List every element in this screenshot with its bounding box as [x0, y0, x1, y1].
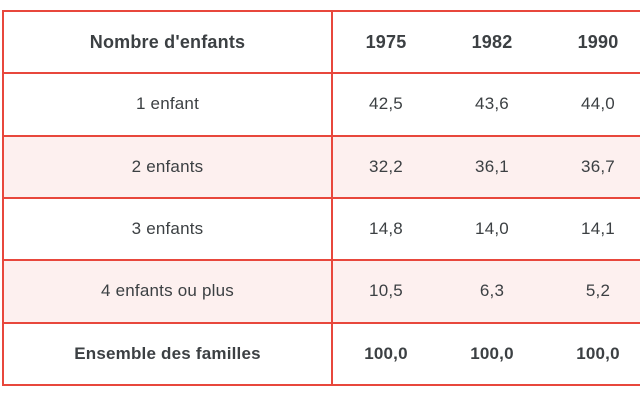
table-row-4-enfants-ou-plus: 4 enfants ou plus 10,5 6,3 5,2 — [4, 261, 640, 324]
table-row-1-enfant: 1 enfant 42,5 43,6 44,0 — [4, 74, 640, 137]
statistics-table: Nombre d'enfants 1975 1982 1990 1 enfant… — [2, 10, 640, 386]
value-1982: 100,0 — [470, 343, 514, 363]
table-row-3-enfants: 3 enfants 14,8 14,0 14,1 — [4, 198, 640, 262]
value-1982: 36,1 — [475, 156, 509, 176]
value-1990: 36,7 — [581, 156, 615, 176]
value-1975: 32,2 — [369, 156, 403, 176]
column-header-1982: 1982 — [471, 31, 513, 52]
row-label: 2 enfants — [4, 136, 333, 197]
value-1990: 44,0 — [581, 94, 615, 114]
value-1990: 5,2 — [585, 281, 611, 301]
column-header-nombre-denfants: Nombre d'enfants — [4, 12, 333, 73]
value-1982: 6,3 — [479, 281, 505, 301]
value-1975: 100,0 — [364, 343, 408, 363]
table-row-ensemble-des-familles: Ensemble des familles 100,0 100,0 100,0 — [4, 323, 640, 384]
value-1975: 10,5 — [369, 281, 403, 301]
row-label: 3 enfants — [4, 198, 333, 260]
value-1990: 100,0 — [576, 343, 620, 363]
value-1975: 42,5 — [369, 94, 403, 114]
column-header-1975: 1975 — [365, 31, 407, 52]
table-row-2-enfants: 2 enfants 32,2 36,1 36,7 — [4, 136, 640, 199]
value-1982: 14,0 — [475, 219, 509, 239]
row-label: Ensemble des familles — [4, 323, 333, 384]
column-header-1990: 1990 — [577, 31, 619, 52]
value-1975: 14,8 — [369, 219, 403, 239]
row-label: 4 enfants ou plus — [4, 261, 333, 322]
table-header-row: Nombre d'enfants 1975 1982 1990 — [4, 12, 640, 75]
value-1982: 43,6 — [475, 94, 509, 114]
row-label: 1 enfant — [4, 74, 333, 135]
value-1990: 14,1 — [581, 219, 615, 239]
